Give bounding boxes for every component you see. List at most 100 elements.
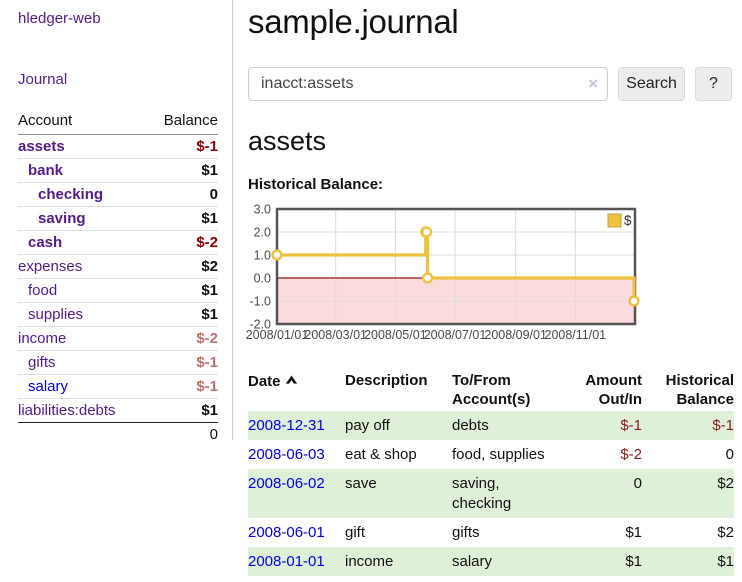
accounts-total-value: 0: [146, 422, 218, 446]
svg-text:0.0: 0.0: [254, 272, 271, 286]
transaction-date-link[interactable]: 2008-12-31: [248, 416, 325, 434]
transaction-balance: 0: [725, 445, 734, 463]
svg-text:2008/09/01: 2008/09/01: [484, 328, 547, 342]
accounts-table: Account Balance assets $-1 bank $1 checking 0…: [18, 109, 218, 446]
sort-ascending-icon: [285, 371, 298, 390]
account-row: checking 0: [18, 182, 218, 207]
transaction-description: save: [345, 474, 377, 492]
chart-label: Historical Balance:: [248, 176, 384, 193]
register-header-description: Description: [345, 372, 428, 389]
account-row: bank $1: [18, 158, 218, 183]
transaction-accounts: food, supplies: [452, 445, 545, 463]
account-row: liabilities:debts $1: [18, 398, 218, 423]
svg-text:$: $: [624, 213, 632, 228]
account-row: cash $-2: [18, 230, 218, 255]
account-balance: $2: [146, 254, 218, 279]
account-row: income $-2: [18, 326, 218, 351]
sidebar-account-link[interactable]: food: [28, 282, 58, 299]
svg-text:2008/07/01: 2008/07/01: [424, 328, 487, 342]
transaction-date-link[interactable]: 2008-06-02: [248, 474, 325, 492]
app-title-link[interactable]: hledger-web: [18, 10, 101, 27]
sidebar-account-link[interactable]: gifts: [28, 354, 56, 371]
transaction-row[interactable]: 2008-06-02 save saving, checking 0 $2: [248, 469, 734, 518]
svg-text:2008/05/01: 2008/05/01: [364, 328, 427, 342]
svg-text:2008/01/01: 2008/01/01: [246, 328, 309, 342]
transaction-row[interactable]: 2008-01-01 income salary $1 $1: [248, 547, 734, 576]
search-input[interactable]: [248, 67, 608, 101]
account-balance: $1: [146, 302, 218, 327]
account-balance: $1: [146, 206, 218, 231]
balance-chart: 3.0 2.0 1.0 0.0 -1.0 -2.02008/01/012008/03/01…: [246, 203, 640, 342]
register-header-balance: Historical Balance: [665, 372, 734, 408]
account-balance: $-2: [146, 326, 218, 351]
account-row: expenses $2: [18, 254, 218, 279]
sidebar-item-journal[interactable]: Journal: [18, 71, 68, 88]
sidebar-account-link[interactable]: assets: [18, 138, 65, 155]
page-title: sample.journal: [248, 3, 459, 40]
svg-text:2.0: 2.0: [254, 226, 271, 240]
svg-text:1.0: 1.0: [254, 249, 271, 263]
register-table: Date Description To/From Account(s) Amou…: [248, 369, 734, 576]
sidebar-account-link[interactable]: supplies: [28, 306, 84, 323]
transaction-row[interactable]: 2008-06-03 eat & shop food, supplies $-2 0: [248, 440, 734, 469]
sidebar-account-link[interactable]: salary: [28, 378, 69, 395]
svg-text:-2.0: -2.0: [249, 318, 271, 332]
sidebar: hledger-web Journal Account Balance asse…: [0, 0, 233, 582]
sidebar-account-link[interactable]: expenses: [18, 258, 83, 275]
account-balance: $1: [146, 398, 218, 423]
transaction-amount: 0: [633, 474, 642, 492]
transaction-amount: $1: [625, 523, 642, 541]
sidebar-account-link[interactable]: saving: [38, 210, 86, 227]
transaction-date-link[interactable]: 2008-06-01: [248, 523, 325, 541]
account-balance: $-1: [146, 350, 218, 375]
account-row: supplies $1: [18, 302, 218, 327]
transaction-description: income: [345, 552, 394, 570]
sidebar-account-link[interactable]: bank: [28, 162, 64, 179]
account-balance: $-1: [146, 374, 218, 399]
svg-text:2008/11/01: 2008/11/01: [545, 328, 607, 342]
register-table-body: 2008-12-31 pay off debts $-1 $-1 2008-06-03 ea…: [248, 411, 734, 576]
register-header-accounts: To/From Account(s): [452, 372, 531, 408]
accounts-header-balance: Balance: [146, 109, 218, 135]
transaction-accounts: salary: [452, 552, 493, 570]
transaction-balance: $2: [717, 474, 734, 492]
account-heading: assets: [248, 126, 327, 156]
transaction-balance: $2: [717, 523, 734, 541]
transaction-description: eat & shop: [345, 445, 417, 463]
account-row: food $1: [18, 278, 218, 303]
sidebar-account-link[interactable]: cash: [28, 234, 63, 251]
clear-search-icon[interactable]: ×: [588, 74, 598, 93]
sidebar-account-link[interactable]: liabilities:debts: [18, 402, 116, 419]
transaction-balance: $-1: [712, 416, 734, 434]
search-input-wrap: ×: [248, 67, 608, 101]
sidebar-account-link[interactable]: checking: [38, 186, 104, 203]
register-header-amount: Amount Out/In: [585, 372, 642, 408]
account-row: gifts $-1: [18, 350, 218, 375]
transaction-amount: $-1: [620, 416, 642, 434]
register-header-date[interactable]: Date: [248, 369, 345, 411]
search-button[interactable]: Search: [618, 67, 685, 101]
transaction-balance: $1: [717, 552, 734, 570]
account-row: assets $-1: [18, 135, 218, 159]
accounts-table-body: assets $-1 bank $1 checking 0 saving $1 cash $-2 e…: [18, 135, 218, 446]
transaction-row[interactable]: 2008-06-01 gift gifts $1 $2: [248, 518, 734, 547]
transaction-date-link[interactable]: 2008-06-03: [248, 445, 325, 463]
sidebar-account-link[interactable]: income: [18, 330, 67, 347]
transaction-accounts: saving, checking: [452, 474, 512, 512]
main-content: sample.journal × Search ? assets Histori…: [233, 0, 742, 582]
transaction-row[interactable]: 2008-12-31 pay off debts $-1 $-1: [248, 411, 734, 440]
transaction-description: pay off: [345, 416, 390, 434]
transaction-accounts: debts: [452, 416, 489, 434]
accounts-total-row: 0: [18, 422, 218, 446]
account-row: saving $1: [18, 206, 218, 231]
transaction-description: gift: [345, 523, 366, 541]
transaction-date-link[interactable]: 2008-01-01: [248, 552, 325, 570]
accounts-header-account: Account: [18, 109, 147, 135]
svg-text:3.0: 3.0: [254, 203, 271, 217]
transaction-amount: $-2: [620, 445, 642, 463]
account-balance: $-2: [146, 230, 218, 255]
account-row: salary $-1: [18, 374, 218, 399]
help-button[interactable]: ?: [695, 67, 732, 101]
transaction-accounts: gifts: [452, 523, 480, 541]
